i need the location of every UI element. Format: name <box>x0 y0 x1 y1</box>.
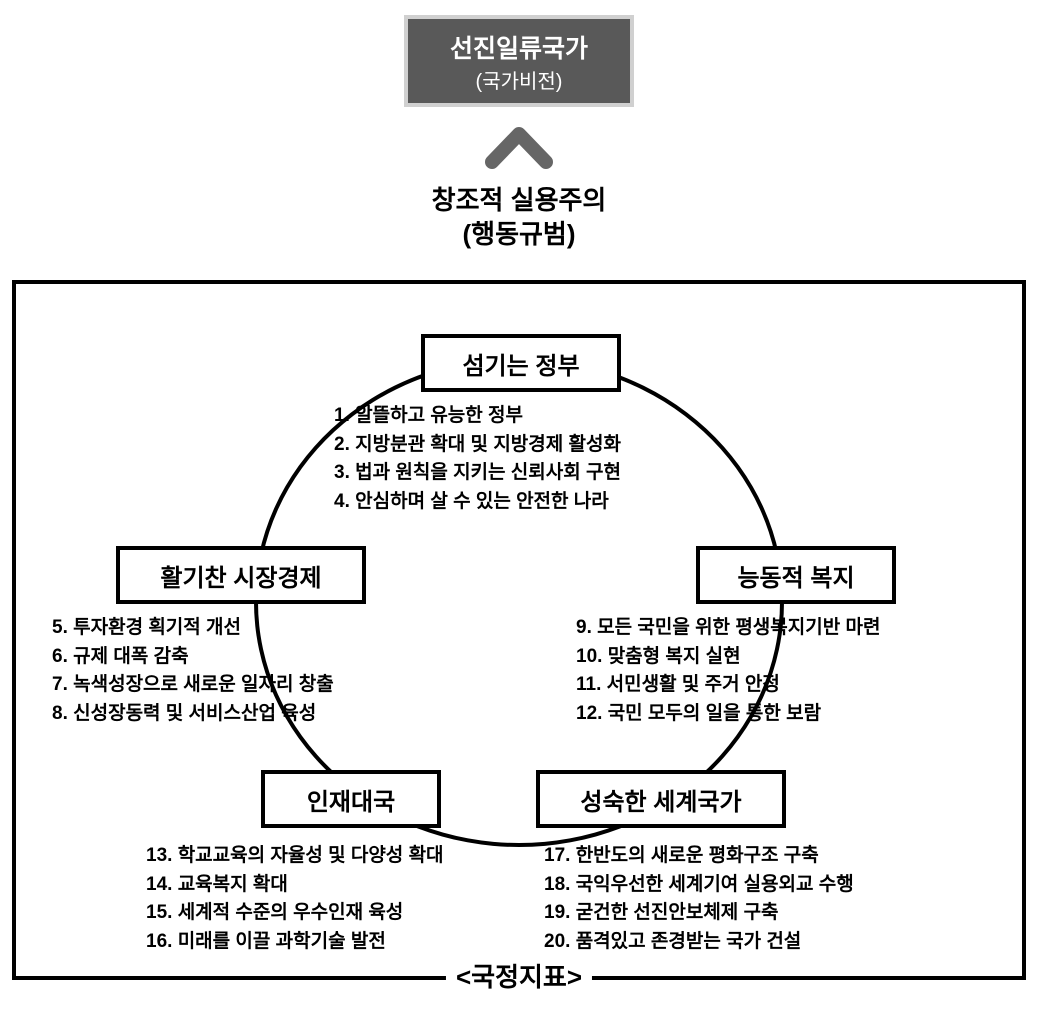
list-item: 18. 국익우선한 세계기여 실용외교 수행 <box>544 871 854 900</box>
list-item: 5. 투자환경 획기적 개선 <box>52 614 334 643</box>
list-item: 6. 규제 대폭 감축 <box>52 643 334 672</box>
principle-line1: 창조적 실용주의 <box>432 184 607 218</box>
list-global-nation: 17. 한반도의 새로운 평화구조 구축18. 국익우선한 세계기여 실용외교 … <box>544 842 854 956</box>
node-talent-nation: 인재대국 <box>261 770 441 828</box>
list-item: 8. 신성장동력 및 서비스산업 육성 <box>52 700 334 729</box>
vision-box: 선진일류국가 (국가비전) <box>404 15 634 107</box>
main-frame: 섬기는 정부 활기찬 시장경제 능동적 복지 인재대국 성숙한 세계국가 1. … <box>12 280 1026 980</box>
list-item: 13. 학교교육의 자율성 및 다양성 확대 <box>146 842 444 871</box>
list-item: 9. 모든 국민을 위한 평생복지기반 마련 <box>576 614 880 643</box>
list-item: 17. 한반도의 새로운 평화구조 구축 <box>544 842 854 871</box>
principle-line2: (행동규범) <box>432 218 607 252</box>
list-item: 7. 녹색성장으로 새로운 일자리 창출 <box>52 671 334 700</box>
list-item: 12. 국민 모두의 일을 통한 보람 <box>576 700 880 729</box>
list-item: 3. 법과 원칙을 지키는 신뢰사회 구현 <box>334 459 621 488</box>
list-item: 14. 교육복지 확대 <box>146 871 444 900</box>
list-item: 2. 지방분관 확대 및 지방경제 활성화 <box>334 431 621 460</box>
node-right-label: 능동적 복지 <box>737 558 854 593</box>
principle-label: 창조적 실용주의 (행동규범) <box>432 184 607 252</box>
list-item: 20. 품격있고 존경받는 국가 건설 <box>544 928 854 957</box>
list-item: 19. 굳건한 선진안보체제 구축 <box>544 899 854 928</box>
node-active-welfare: 능동적 복지 <box>696 546 896 604</box>
list-item: 4. 안심하며 살 수 있는 안전한 나라 <box>334 488 621 517</box>
node-botR-label: 성숙한 세계국가 <box>580 782 741 817</box>
list-item: 11. 서민생활 및 주거 안정 <box>576 671 880 700</box>
node-serving-govt: 섬기는 정부 <box>421 334 621 392</box>
node-botL-label: 인재대국 <box>307 782 395 817</box>
frame-label: <국정지표> <box>446 957 592 994</box>
node-top-label: 섬기는 정부 <box>462 346 579 381</box>
node-global-nation: 성숙한 세계국가 <box>536 770 786 828</box>
list-item: 1. 알뜰하고 유능한 정부 <box>334 402 621 431</box>
list-item: 16. 미래를 이끌 과학기술 발전 <box>146 928 444 957</box>
node-market-economy: 활기찬 시장경제 <box>116 546 366 604</box>
vision-title: 선진일류국가 <box>450 29 588 65</box>
list-serving-govt: 1. 알뜰하고 유능한 정부2. 지방분관 확대 및 지방경제 활성화3. 법과… <box>334 402 621 516</box>
chevron-up-icon <box>484 122 554 170</box>
list-item: 10. 맞춤형 복지 실현 <box>576 643 880 672</box>
list-item: 15. 세계적 수준의 우수인재 육성 <box>146 899 444 928</box>
list-active-welfare: 9. 모든 국민을 위한 평생복지기반 마련10. 맞춤형 복지 실현11. 서… <box>576 614 880 728</box>
vision-subtitle: (국가비전) <box>476 65 563 94</box>
list-talent-nation: 13. 학교교육의 자율성 및 다양성 확대14. 교육복지 확대15. 세계적… <box>146 842 444 956</box>
node-left-label: 활기찬 시장경제 <box>160 558 321 593</box>
list-market-economy: 5. 투자환경 획기적 개선6. 규제 대폭 감축7. 녹색성장으로 새로운 일… <box>52 614 334 728</box>
